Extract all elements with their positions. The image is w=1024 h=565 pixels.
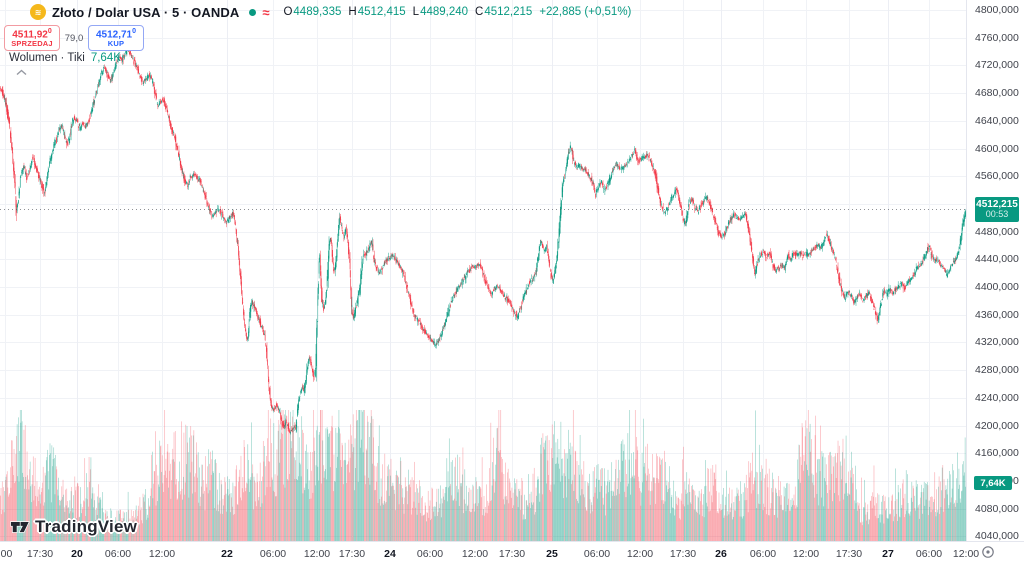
open-label: O — [283, 6, 293, 18]
time-tick-label: 17:30 — [498, 548, 526, 560]
buy-label: KUP — [107, 39, 125, 49]
price-tick-label: 4400,000 — [975, 281, 1019, 293]
current-price-value: 4512,215 — [976, 198, 1018, 210]
time-tick-label: 27 — [882, 548, 894, 560]
time-tick-label: 12:00 — [303, 548, 331, 560]
high-value: 4512,415 — [357, 6, 406, 18]
time-tick-label: 06:00 — [915, 548, 943, 560]
price-tick-label: 4040,000 — [975, 530, 1019, 543]
time-tick-label: 22 — [221, 548, 233, 560]
legend-collapse-button[interactable] — [12, 66, 30, 79]
sell-price-sup: 0 — [47, 27, 52, 35]
time-tick-label: 24 — [384, 548, 396, 560]
time-tick-label: 26 — [715, 548, 727, 560]
price-tick-label: 4800,000 — [975, 4, 1019, 16]
time-tick-label: 06:00 — [416, 548, 444, 560]
time-tick-label: 12:00 — [148, 548, 176, 560]
low-value: 4489,240 — [420, 6, 469, 18]
volume-indicator-legend[interactable]: Wolumen · Tiki 7,64K — [9, 52, 121, 64]
current-volume-label: 7,64K — [974, 476, 1012, 490]
time-tick-label: 17:30 — [26, 548, 54, 560]
tradingview-watermark[interactable]: TradingView — [10, 517, 137, 537]
close-value: 4512,215 — [484, 6, 533, 18]
price-tick-label: 4480,000 — [975, 225, 1019, 238]
sell-label: SPRZEDAJ — [11, 39, 53, 49]
sell-price: 4511,92 — [12, 28, 48, 40]
price-tick-label: 4360,000 — [975, 308, 1019, 321]
time-tick-label: 06:00 — [259, 548, 287, 560]
open-value: 4489,335 — [293, 6, 342, 18]
chevron-up-icon — [16, 69, 26, 76]
trade-buttons: 4511,920 SPRZEDAJ 79,0 4512,710 KUP — [4, 25, 144, 51]
price-tick-label: 4320,000 — [975, 336, 1019, 349]
price-tick-label: 4200,000 — [975, 419, 1019, 432]
price-tick-label: 4160,000 — [975, 447, 1019, 460]
time-tick-label: 12:00 — [461, 548, 489, 560]
gear-icon — [982, 546, 994, 558]
time-tick-label: 17:30 — [338, 548, 366, 560]
synthetic-data-icon: ≈ — [262, 4, 270, 20]
symbol-legend[interactable]: ≋ Złoto / Dolar USA · 5 · OANDA ≈ O 4489,… — [30, 4, 631, 20]
close-label: C — [475, 6, 484, 18]
time-tick-label: 20 — [71, 548, 83, 560]
price-tick-label: 4440,000 — [975, 253, 1019, 266]
time-tick-label: 17:30 — [835, 548, 863, 560]
time-tick-label: :00 — [0, 548, 13, 560]
buy-button[interactable]: 4512,710 KUP — [88, 25, 144, 51]
time-tick-label: 12:00 — [952, 548, 980, 560]
time-tick-label: 17:30 — [669, 548, 697, 560]
price-tick-label: 4080,000 — [975, 502, 1019, 515]
change-value: +22,885 (+0,51%) — [539, 6, 632, 18]
price-tick-label: 4640,000 — [975, 114, 1019, 127]
price-axis[interactable]: 4800,000 4760,000 4720,000 4680,000 4640,000… — [966, 0, 1024, 543]
price-tick-label: 4240,000 — [975, 391, 1019, 404]
time-tick-label: 06:00 — [104, 548, 132, 560]
buy-price-sup: 0 — [132, 27, 137, 35]
tradingview-logo-icon — [10, 521, 30, 533]
ohlc-values: O 4489,335 H 4512,415 L 4489,240 C 4512,215 … — [283, 6, 631, 18]
spread-value: 79,0 — [64, 32, 84, 44]
tradingview-wordmark: TradingView — [35, 517, 138, 536]
buy-price: 4512,71 — [95, 28, 133, 40]
candlestick-chart-canvas[interactable] — [0, 0, 966, 541]
time-axis[interactable]: :00 17:30 20 06:00 12:00 22 06:00 12:00 17:30 24 0… — [0, 541, 1024, 565]
indicator-name: Wolumen · Tiki — [9, 52, 85, 64]
price-tick-label: 4600,000 — [975, 142, 1019, 155]
time-tick-label: 12:00 — [792, 548, 820, 560]
sell-button[interactable]: 4511,920 SPRZEDAJ — [4, 25, 60, 51]
high-label: H — [348, 6, 357, 18]
timezone-settings-icon[interactable] — [979, 543, 997, 561]
price-tick-label: 4560,000 — [975, 170, 1019, 183]
gold-symbol-icon: ≋ — [30, 4, 46, 20]
time-tick-label: 12:00 — [626, 548, 654, 560]
symbol-title[interactable]: Złoto / Dolar USA · 5 · OANDA — [52, 4, 240, 20]
low-label: L — [412, 6, 420, 18]
price-tick-label: 4720,000 — [975, 59, 1019, 72]
bar-countdown: 00:53 — [985, 208, 1009, 219]
price-tick-label: 4280,000 — [975, 364, 1019, 377]
time-tick-label: 06:00 — [749, 548, 777, 560]
price-tick-label: 4760,000 — [975, 31, 1019, 44]
time-tick-label: 06:00 — [583, 548, 611, 560]
indicator-value: 7,64K — [90, 52, 121, 64]
market-open-dot-icon — [249, 8, 257, 16]
price-tick-label: 4680,000 — [975, 87, 1019, 100]
current-price-label: 4512,215 00:53 — [975, 196, 1019, 222]
time-tick-label: 25 — [546, 548, 558, 560]
